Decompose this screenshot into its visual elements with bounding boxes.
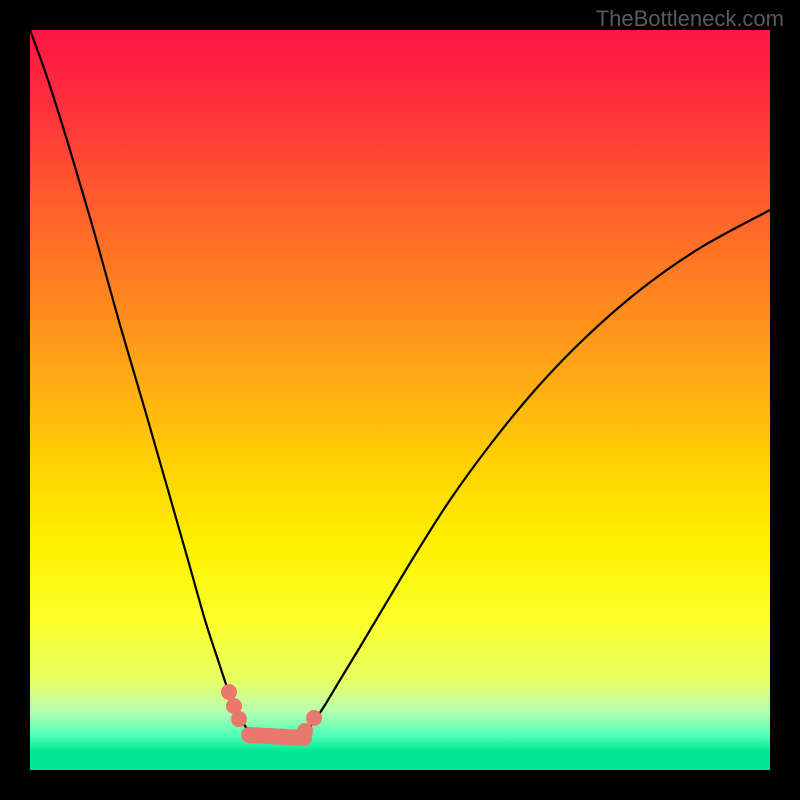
- curve-marker-dot: [221, 684, 237, 700]
- curve-marker-dot: [297, 723, 313, 739]
- watermark-text: TheBottleneck.com: [596, 6, 784, 32]
- curve-marker-segment: [249, 735, 304, 738]
- chart-frame: TheBottleneck.com: [0, 0, 800, 800]
- curve-marker-dot: [306, 710, 322, 726]
- bottleneck-curve-chart: [0, 0, 800, 800]
- curve-marker-dot: [231, 711, 247, 727]
